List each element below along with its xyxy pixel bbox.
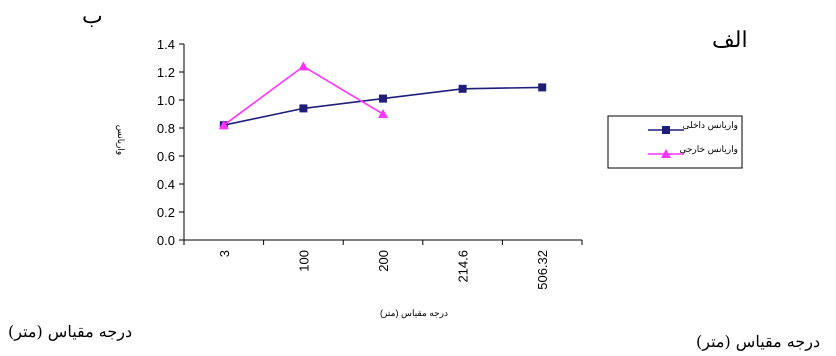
series-line: [223, 86, 543, 126]
caption-scale-left: درجه مقیاس (متر): [8, 322, 133, 341]
legend-label: واریانس داخلی: [683, 120, 738, 131]
y-axis-title: واریانس: [115, 125, 126, 155]
x-tick-label: 200: [376, 250, 391, 272]
data-point-square: [458, 84, 467, 93]
y-tick-label: 1.0: [157, 93, 175, 108]
y-tick-label: 1.2: [157, 65, 175, 80]
chart-legend: واریانس داخلی واریانس خارجی: [607, 115, 743, 169]
data-point-square: [662, 126, 670, 134]
chart-series: [218, 61, 547, 130]
panel-label-b: ب: [82, 4, 103, 29]
y-axis-ticks: 0.0 0.2 0.4 0.6 0.8 1.0 1.2 1.4: [157, 37, 184, 248]
data-point-square: [538, 83, 547, 92]
series-line: [223, 65, 384, 126]
data-point-triangle: [661, 149, 671, 158]
x-axis-title: درجه مقیاس (متر): [380, 308, 448, 319]
x-tick-label: 506.32: [535, 250, 550, 290]
data-point-triangle: [298, 61, 309, 71]
y-tick-label: 0.8: [157, 121, 175, 136]
x-tick-label: 214.6: [456, 250, 471, 283]
legend-label: واریانس خارجی: [679, 144, 738, 155]
panel-label-alef: الف: [712, 28, 748, 53]
y-tick-label: 0.6: [157, 149, 175, 164]
data-point-square: [379, 94, 387, 103]
y-tick-label: 1.4: [157, 37, 175, 52]
x-tick-label: 3: [217, 250, 232, 257]
y-tick-label: 0.2: [157, 205, 175, 220]
chart-axes: [183, 44, 582, 241]
data-point-triangle: [378, 109, 388, 118]
caption-scale-right: درجه مقیاس (متر): [696, 332, 821, 351]
legend-box: [607, 115, 743, 169]
y-tick-label: 0.0: [157, 233, 175, 248]
data-point-triangle: [218, 120, 229, 130]
data-point-square: [299, 104, 308, 113]
x-axis-ticks: 3 100 200 214.6 506.32: [183, 240, 583, 290]
x-tick-label: 100: [296, 250, 311, 272]
y-tick-label: 0.4: [157, 177, 175, 192]
